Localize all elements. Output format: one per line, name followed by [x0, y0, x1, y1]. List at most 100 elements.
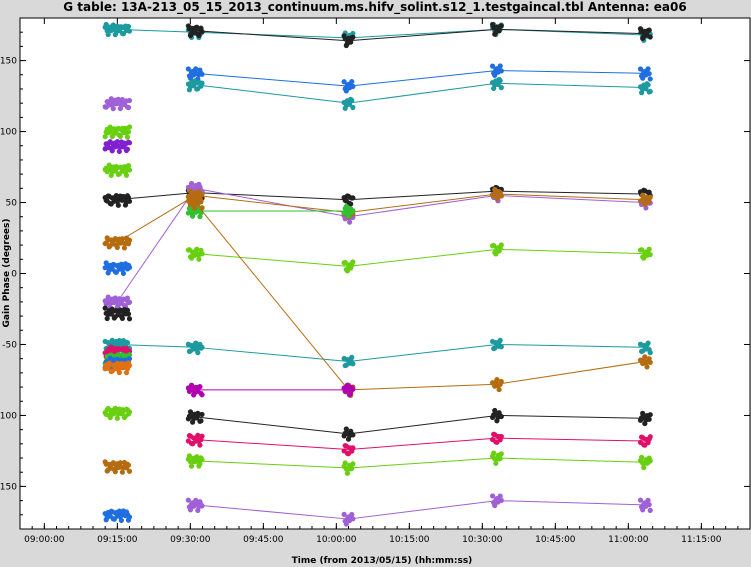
series-21 — [185, 382, 356, 398]
data-point — [126, 237, 133, 243]
series-connector — [195, 192, 349, 201]
data-point — [107, 355, 113, 361]
data-point — [118, 517, 124, 523]
y-tick-label: 50 — [6, 199, 18, 209]
series-23 — [185, 407, 653, 442]
data-point — [350, 34, 356, 40]
data-point — [343, 426, 349, 432]
data-point — [350, 461, 356, 467]
series-25 — [185, 450, 653, 476]
data-point — [647, 34, 653, 40]
data-point — [345, 213, 352, 219]
series-connector — [496, 500, 646, 506]
data-point — [647, 359, 653, 365]
data-point — [199, 411, 205, 418]
data-point — [640, 410, 646, 416]
data-point — [198, 418, 204, 424]
data-point — [646, 246, 652, 252]
data-point — [343, 521, 349, 527]
data-point — [125, 311, 132, 317]
data-point — [646, 416, 652, 422]
data-point — [123, 370, 130, 376]
data-point — [491, 450, 497, 456]
data-point — [125, 162, 132, 169]
data-point — [344, 470, 351, 476]
series-connector — [348, 457, 497, 469]
series-connector — [195, 72, 349, 87]
data-point — [193, 340, 199, 346]
data-point — [120, 31, 127, 37]
data-point — [102, 305, 108, 311]
series-12 — [102, 260, 133, 276]
data-point — [196, 32, 202, 39]
series-connector — [117, 195, 196, 243]
series-connector — [348, 383, 497, 391]
series-connector — [348, 190, 497, 201]
data-point — [185, 66, 191, 72]
data-point — [125, 104, 132, 111]
data-point — [350, 83, 356, 90]
data-point — [642, 354, 648, 360]
series-connector — [348, 437, 497, 451]
data-point — [187, 75, 194, 81]
series-connector — [496, 343, 646, 348]
data-marks — [102, 21, 653, 527]
series-connector — [496, 82, 646, 89]
data-point — [116, 369, 122, 376]
series-connector — [195, 460, 349, 469]
series-connector — [348, 194, 498, 218]
data-point — [126, 409, 133, 415]
data-point — [186, 453, 193, 459]
series-connector — [348, 82, 497, 104]
series-28 — [102, 508, 133, 523]
y-tick-label: -100 — [0, 411, 17, 421]
data-point — [117, 133, 123, 140]
data-point — [349, 78, 355, 85]
series-connector — [348, 343, 497, 363]
x-tick-label: 11:00:00 — [608, 535, 649, 545]
data-point — [349, 97, 355, 104]
data-point — [199, 29, 205, 35]
data-point — [126, 316, 133, 322]
series-connector — [348, 193, 497, 213]
data-point — [105, 31, 111, 38]
data-point — [126, 348, 133, 354]
data-point — [638, 454, 645, 460]
series-19 — [102, 360, 133, 376]
data-point — [497, 63, 503, 69]
data-point — [126, 362, 133, 369]
data-point — [197, 184, 203, 190]
data-point — [647, 350, 653, 356]
data-point — [342, 460, 348, 466]
data-point — [349, 354, 355, 360]
series-connector — [195, 194, 349, 213]
data-point — [109, 148, 115, 154]
data-point — [640, 75, 646, 81]
y-tick-label: -50 — [2, 340, 17, 350]
axis-ticks: 09:00:00 09:15:00 09:30:00 09:45:00 10:00:00… — [0, 17, 751, 545]
data-point — [121, 245, 128, 251]
data-point — [350, 361, 356, 367]
data-point — [104, 315, 110, 322]
data-point — [195, 432, 201, 438]
x-tick-label: 11:15:00 — [681, 535, 722, 545]
data-point — [126, 198, 133, 204]
series-connector — [195, 187, 349, 218]
x-tick-label: 10:15:00 — [389, 535, 430, 545]
series-connector — [195, 416, 349, 435]
data-point — [341, 511, 347, 518]
series-4 — [102, 96, 133, 112]
data-point — [119, 315, 126, 322]
data-point — [198, 199, 204, 205]
data-point — [350, 386, 356, 392]
series-connector — [348, 248, 497, 267]
series-connector — [348, 70, 497, 87]
data-point — [194, 246, 200, 252]
series-connector — [348, 500, 497, 520]
y-tick-label: 150 — [0, 57, 17, 67]
y-tick-label: 0 — [11, 270, 17, 280]
data-point — [192, 205, 198, 211]
data-point — [647, 252, 653, 258]
data-point — [112, 405, 118, 411]
data-point — [188, 180, 195, 187]
